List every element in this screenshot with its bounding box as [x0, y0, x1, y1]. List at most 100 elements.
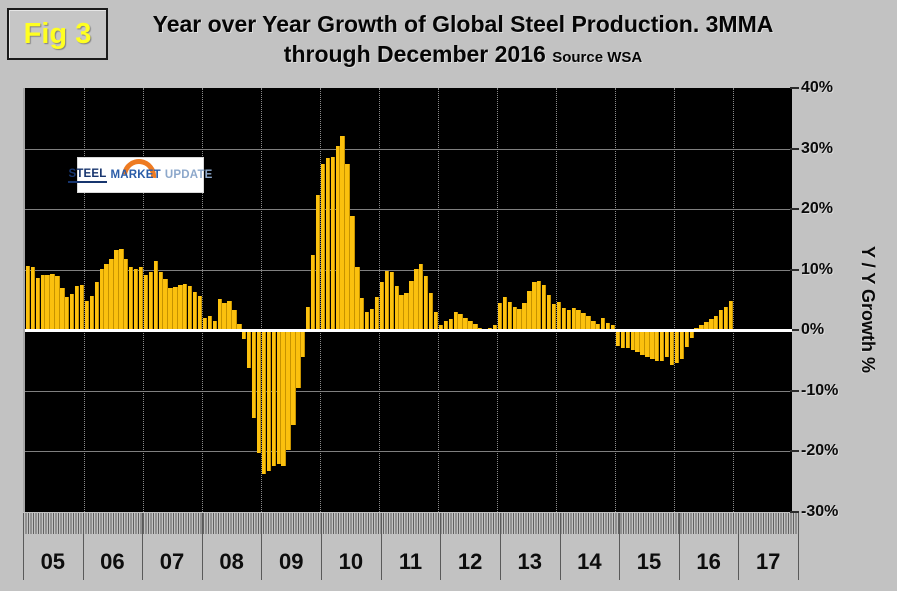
- bar-12-m7: [468, 321, 473, 331]
- bar-16-m10: [719, 309, 724, 331]
- bar-09-m3: [271, 330, 276, 466]
- bar-05-m1: [25, 266, 31, 331]
- bar-06-m6: [109, 259, 114, 331]
- gridline-20: [25, 209, 792, 211]
- bar-14-m10: [601, 318, 606, 331]
- bar-11-m12: [433, 312, 439, 331]
- bar-13-m9: [537, 280, 542, 331]
- y-tick-label-20: 20%: [801, 200, 834, 218]
- y-tick-mark-0: [790, 329, 799, 332]
- logo-word-update: UPDATE: [164, 169, 213, 181]
- bar-06-m7: [114, 250, 119, 331]
- bar-09-m9: [301, 330, 306, 357]
- gridline-30: [25, 148, 792, 150]
- bar-13-m4: [512, 307, 517, 331]
- bar-05-m5: [45, 274, 50, 331]
- bar-13-m3: [507, 302, 512, 331]
- bar-08-m3: [212, 320, 217, 331]
- bar-13-m8: [532, 281, 537, 331]
- bar-07-m2: [148, 272, 154, 331]
- year-separator: [619, 513, 621, 580]
- bar-12-m2: [443, 321, 449, 331]
- gridline--10: [25, 390, 792, 392]
- bar-13-m10: [542, 284, 547, 331]
- bar-15-m12: [669, 330, 675, 366]
- bar-11-m5: [399, 295, 404, 331]
- bar-16-m12: [728, 301, 734, 331]
- bar-08-m6: [227, 301, 232, 331]
- bar-15-m6: [640, 330, 645, 356]
- bar-16-m9: [714, 315, 719, 331]
- bar-14-m2: [561, 307, 567, 331]
- bar-09-m2: [266, 330, 272, 471]
- gridline-10: [25, 269, 792, 271]
- bar-10-m4: [335, 145, 340, 331]
- bar-15-m11: [664, 330, 670, 357]
- y-tick-label--20: -20%: [801, 442, 839, 460]
- year-boundary-gridline: [438, 88, 439, 512]
- y-axis-title: Y / Y Growth %: [858, 246, 878, 374]
- plot-area: STEEL MARKET UPDATE: [23, 88, 792, 512]
- bar-07-m5: [163, 278, 168, 331]
- year-separator: [261, 513, 263, 580]
- year-boundary-gridline: [497, 88, 498, 512]
- bar-15-m7: [645, 330, 650, 357]
- year-boundary-gridline: [674, 88, 675, 512]
- year-label-14: 14: [577, 549, 602, 574]
- year-separator: [738, 513, 740, 580]
- bar-10-m10: [365, 312, 370, 331]
- y-tick-label-30: 30%: [801, 139, 834, 157]
- bar-05-m12: [79, 285, 85, 331]
- year-boundary-gridline: [202, 88, 203, 512]
- bar-11-m10: [424, 275, 429, 331]
- bar-10-m5: [340, 136, 345, 331]
- bar-09-m10: [306, 307, 311, 331]
- bar-11-m1: [379, 282, 385, 331]
- bar-15-m1: [615, 330, 621, 347]
- y-tick-mark--10: [790, 389, 799, 392]
- logo-word-market: MARKET: [110, 169, 161, 181]
- bar-11-m7: [409, 281, 414, 331]
- bar-12-m12: [492, 324, 498, 331]
- bar-10-m1: [320, 164, 326, 331]
- bar-13-m11: [546, 295, 552, 331]
- bar-06-m11: [133, 268, 139, 331]
- bar-15-m3: [625, 330, 630, 348]
- bar-08-m8: [237, 324, 242, 331]
- bar-13-m5: [517, 309, 522, 331]
- year-label-09: 09: [279, 549, 304, 574]
- y-tick-mark-30: [790, 147, 799, 150]
- y-tick-mark-20: [790, 208, 799, 211]
- bar-11-m4: [394, 286, 399, 331]
- bar-08-m4: [217, 299, 222, 331]
- figure-label-box: Fig 3: [7, 8, 108, 60]
- bar-05-m10: [70, 293, 75, 331]
- bar-13-m1: [497, 303, 503, 331]
- year-separator: [82, 513, 84, 580]
- bar-16-m2: [679, 330, 685, 360]
- zero-line: [25, 328, 792, 332]
- bar-08-m7: [232, 310, 237, 331]
- bar-16-m6: [699, 325, 704, 331]
- bar-10-m2: [325, 158, 331, 331]
- bar-16-m4: [689, 330, 694, 338]
- bar-15-m2: [620, 330, 626, 349]
- bar-05-m2: [30, 267, 36, 331]
- bar-07-m1: [143, 274, 149, 331]
- bar-06-m9: [124, 258, 129, 331]
- source-label: Source WSA: [552, 49, 643, 66]
- bar-09-m5: [281, 330, 286, 466]
- bar-14-m8: [591, 320, 596, 331]
- bar-13-m7: [527, 290, 532, 331]
- bar-09-m6: [286, 330, 291, 450]
- year-separator: [321, 513, 323, 580]
- year-label-11: 11: [398, 549, 423, 574]
- year-boundary-gridline: [615, 88, 616, 512]
- bar-12-m6: [463, 317, 468, 331]
- year-separator: [798, 513, 799, 580]
- bar-12-m4: [453, 312, 458, 331]
- bar-11-m9: [419, 263, 424, 331]
- bar-14-m11: [605, 323, 611, 331]
- bar-06-m8: [119, 248, 124, 331]
- year-label-17: 17: [755, 549, 781, 574]
